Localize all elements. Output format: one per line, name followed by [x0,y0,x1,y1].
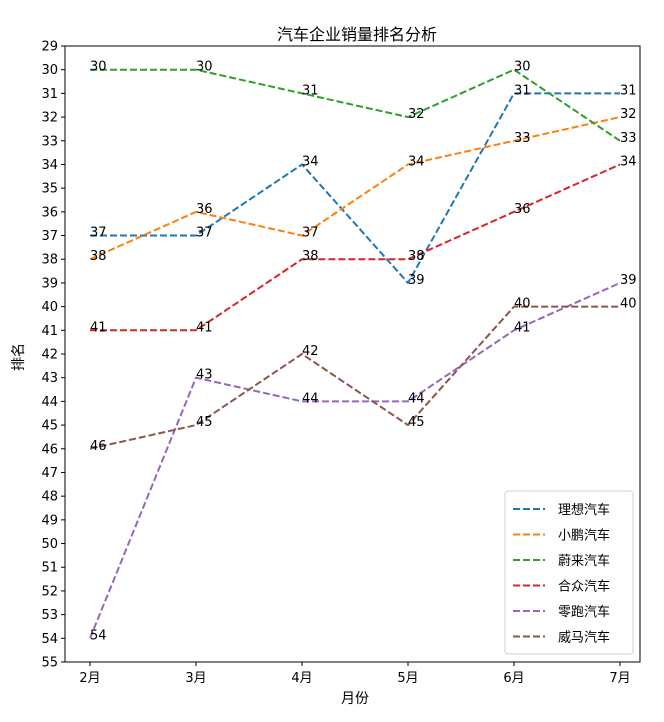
y-tick-label: 39 [41,276,58,291]
data-label: 37 [196,226,213,241]
data-label: 43 [196,368,213,383]
y-tick-label: 32 [41,111,58,126]
y-tick-label: 50 [41,537,58,552]
plot-area: 29 30 31 32 33 34 35 36 37 38 39 40 41 42 43 44 45 46 47 48… [41,40,641,686]
data-label: 46 [90,439,107,454]
data-label: 38 [90,249,107,264]
y-tick-label: 30 [41,63,58,78]
x-tick-label: 3月 [185,671,206,686]
y-axis-title: 排名 [11,343,27,371]
series-line-2 [89,116,621,261]
data-label: 40 [514,297,531,312]
data-label: 34 [408,154,425,169]
y-tick-label: 51 [41,561,58,576]
data-label: 33 [514,131,531,146]
x-tick-label: 4月 [291,671,312,686]
y-tick-label: 54 [41,632,58,647]
data-label: 38 [408,249,425,264]
data-label: 33 [620,131,637,146]
data-label: 45 [408,415,425,430]
legend-box [504,490,634,655]
y-tick-label: 35 [41,182,58,197]
data-label: 39 [408,273,425,288]
y-tick-label: 29 [41,40,58,55]
y-tick-label: 34 [41,158,58,173]
y-tick-label: 47 [41,466,58,481]
chart-title: 汽车企业销量排名分析 [277,25,437,44]
y-tick-label: 55 [41,656,58,671]
legend-label: 小鹏汽车 [558,528,610,544]
data-label: 37 [302,226,319,241]
data-label: 41 [196,320,213,335]
data-label: 31 [302,83,319,98]
x-tick-label: 6月 [503,671,524,686]
x-tick-label: 5月 [397,671,418,686]
series-line-6 [89,305,620,450]
y-tick-label: 45 [41,419,58,434]
data-label: 41 [90,320,107,335]
legend-label: 合众汽车 [558,579,610,595]
data-label: 36 [514,202,531,217]
data-label: 36 [196,202,213,217]
data-label: 44 [302,391,319,406]
y-tick-label: 37 [41,229,58,244]
y-tick-label: 40 [41,300,58,315]
y-tick-label: 43 [41,371,58,386]
data-label: 39 [620,273,637,288]
series-line-5 [89,282,621,639]
y-tick-label: 52 [41,584,58,599]
data-label: 37 [90,226,107,241]
data-label: 31 [514,83,531,98]
y-tick-label: 36 [41,205,58,220]
series-line-4 [90,163,621,332]
y-tick-label: 31 [41,87,58,102]
y-tick-label: 48 [41,490,58,505]
y-tick-label: 46 [41,442,58,457]
x-axis-title: 月份 [341,691,369,707]
legend-label: 蔚来汽车 [558,553,610,569]
data-label: 38 [302,249,319,264]
data-label: 32 [408,107,425,122]
data-label: 42 [302,344,319,359]
y-tick-label: 41 [41,324,58,339]
data-label: 45 [196,415,213,430]
y-tick-label: 38 [41,253,58,268]
data-label: 30 [514,60,531,75]
series-line-3 [90,68,621,142]
legend-label: 威马汽车 [558,630,610,646]
data-label: 31 [620,83,637,98]
data-label: 32 [620,107,637,122]
data-label: 34 [302,154,319,169]
series-line-1 [90,92,620,284]
data-label: 40 [620,297,637,312]
x-tick-label: 7月 [609,671,630,686]
y-tick-label: 33 [41,134,58,149]
data-label: 34 [620,154,637,169]
data-label: 54 [90,628,107,643]
y-tick-label: 44 [41,395,58,410]
data-label: 41 [514,320,531,335]
y-tick-label: 53 [41,608,58,623]
data-label: 30 [196,60,213,75]
data-label: 44 [408,391,425,406]
y-tick-label: 49 [41,513,58,528]
data-label: 30 [90,60,107,75]
x-tick-label: 2月 [79,671,100,686]
legend-label: 理想汽车 [558,502,610,518]
legend-label: 零跑汽车 [558,604,610,620]
y-tick-label: 42 [41,348,58,363]
